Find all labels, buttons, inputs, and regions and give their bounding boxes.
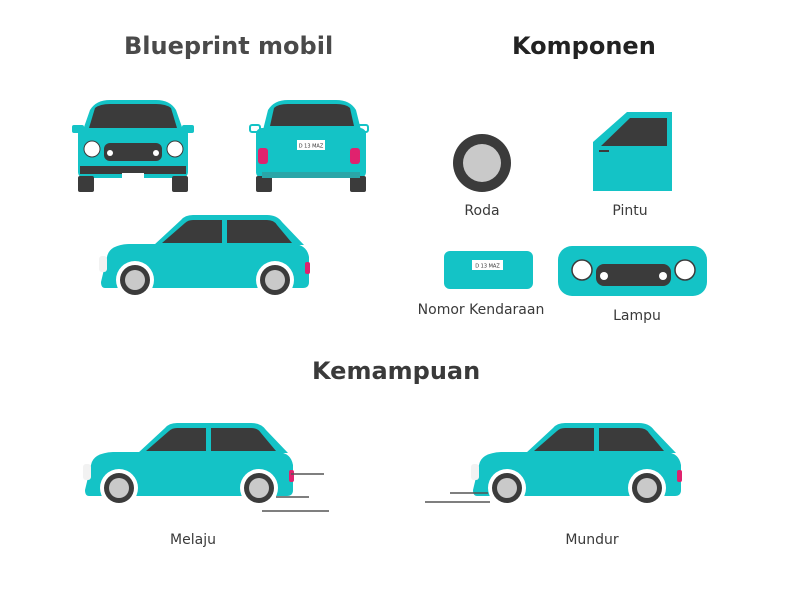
motion-lines-reverse <box>425 492 490 503</box>
wheel-component <box>453 134 511 192</box>
components-title: Komponen <box>512 32 656 60</box>
car-forward <box>83 423 294 507</box>
reverse-label: Mundur <box>565 532 619 548</box>
car-rear-view: D 13 MAZ <box>249 100 369 192</box>
lights-label: Lampu <box>613 308 661 324</box>
abilities-title: Kemampuan <box>312 357 481 385</box>
plate-label: Nomor Kendaraan <box>417 302 545 318</box>
plate-text: D 13 MAZ <box>475 264 500 270</box>
plate-component: D 13 MAZ <box>444 251 533 289</box>
wheel-label: Roda <box>464 203 500 219</box>
car-front-view <box>72 100 194 192</box>
lights-component <box>558 246 707 296</box>
car-reverse <box>471 423 682 507</box>
door-component <box>593 112 672 191</box>
blueprint-title: Blueprint mobil <box>124 32 334 60</box>
door-label: Pintu <box>612 203 648 219</box>
motion-lines-forward <box>262 473 329 512</box>
forward-label: Melaju <box>170 532 216 548</box>
rear-plate-text: D 13 MAZ <box>299 144 324 150</box>
car-side-view <box>99 215 310 299</box>
